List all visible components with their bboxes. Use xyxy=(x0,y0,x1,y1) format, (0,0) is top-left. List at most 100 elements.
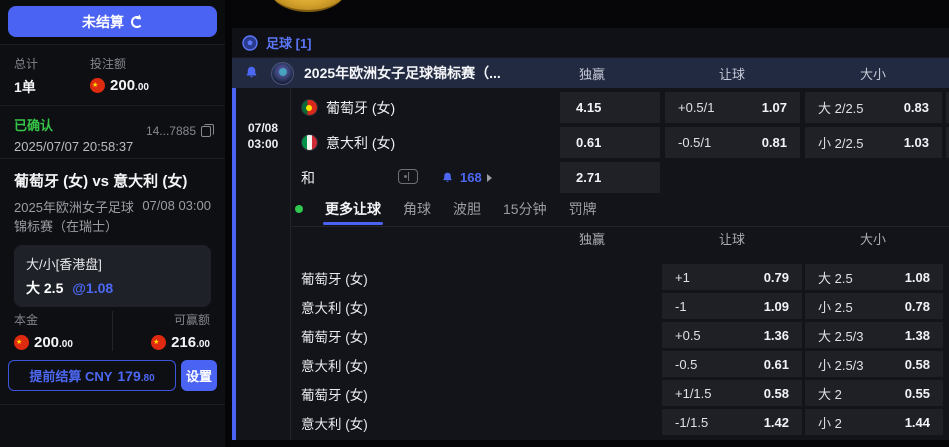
sub-table-header: 独赢 让球 大小 xyxy=(291,229,949,253)
odds-cell-overunder[interactable]: 大 2.5 1.08 xyxy=(805,264,943,290)
odds-value: 0.61 xyxy=(576,135,602,150)
total-label: 总计 xyxy=(14,57,39,71)
tab-more-handicaps[interactable]: 更多让球 xyxy=(323,192,383,227)
winnable-label: 可赢额 xyxy=(173,313,210,327)
sub-table-row: 意大利 (女) -0.5 0.61 小 2.5/3 0.58 xyxy=(291,350,949,379)
bell-icon[interactable] xyxy=(244,65,259,81)
team-name: 葡萄牙 (女) xyxy=(301,387,368,403)
more-markets-toggle[interactable]: 168 xyxy=(441,160,496,195)
stake-label: 投注额 xyxy=(90,57,127,71)
cashout-value: 179.80 xyxy=(117,367,155,384)
column-header-overunder: 大小 xyxy=(859,232,887,247)
divider xyxy=(290,88,291,440)
cny-flag-icon xyxy=(90,78,106,93)
match-stats-icon[interactable] xyxy=(398,169,418,184)
stake-value: 200.00 xyxy=(110,77,149,94)
handicap-line: -0.5/1 xyxy=(678,135,712,150)
column-header-overunder: 大小 xyxy=(859,66,887,82)
odds-cell-handicap[interactable]: -1 1.09 xyxy=(662,293,802,319)
team-name: 意大利 (女) xyxy=(326,134,396,151)
unsettled-tab-button[interactable]: 未结算 xyxy=(8,6,217,37)
odds-cell-handicap[interactable]: +1/1.5 0.58 xyxy=(662,380,802,406)
bet-status-section: 已确认 2025/07/07 20:58:37 14...7885 xyxy=(0,105,225,158)
tab-correct-score[interactable]: 波胆 xyxy=(453,201,481,217)
total-value: 1单 xyxy=(14,79,36,95)
confirmed-badge: 已确认 xyxy=(14,118,54,133)
match-datetime: 07/08 03:00 xyxy=(142,198,211,213)
principal-value: 200.00 xyxy=(34,334,73,351)
league-logo xyxy=(271,61,294,85)
odds-cell-handicap[interactable]: -0.5 0.61 xyxy=(662,351,802,377)
odds-value: 2.71 xyxy=(576,170,602,185)
odds-value: 1.38 xyxy=(904,327,930,343)
sub-table-row: 葡萄牙 (女) +1/1.5 0.58 大 2 0.55 xyxy=(291,379,949,408)
odds-value: 0.58 xyxy=(763,385,789,401)
odds-cell-handicap[interactable]: +1 0.79 xyxy=(662,264,802,290)
coin-icon xyxy=(270,0,346,12)
league-header[interactable]: 2025年欧洲女子足球锦标赛（... 独赢 让球 大小 xyxy=(232,58,949,88)
bet-id: 14...7885 xyxy=(145,124,196,138)
event-row-home: 葡萄牙 (女) 4.15 +0.5/1 1.07 大 2/2.5 0.83 xyxy=(291,90,949,125)
odds-value: 1.42 xyxy=(763,414,789,430)
event-time: 03:00 xyxy=(247,137,279,151)
bet-timestamp: 2025/07/07 20:58:37 xyxy=(14,139,134,154)
odds-cell-handicap[interactable]: -1/1.5 1.42 xyxy=(662,409,802,435)
handicap-line: -1/1.5 xyxy=(675,414,709,430)
handicap-line: +0.5/1 xyxy=(678,100,715,115)
odds-value: 4.15 xyxy=(576,100,602,115)
odds-cell-overunder[interactable]: 小 2/2.5 1.03 xyxy=(805,127,942,158)
odds-cell-overunder[interactable]: 大 2.5/3 1.38 xyxy=(805,322,943,348)
italy-flag-icon xyxy=(301,134,318,151)
portugal-flag-icon xyxy=(301,99,318,116)
cashout-label: 提前结算 CNY xyxy=(29,369,113,384)
copy-icon[interactable] xyxy=(201,123,214,137)
odds-cell-handicap[interactable]: +0.5/1 1.07 xyxy=(665,92,800,123)
sport-row[interactable]: 足球 [1] xyxy=(232,28,949,58)
odds-cell-win[interactable]: 0.61 xyxy=(560,127,660,158)
odds-value: 0.78 xyxy=(904,298,930,314)
odds-cell-overunder[interactable]: 小 2.5/3 0.58 xyxy=(805,351,943,377)
odds-cell-overunder[interactable]: 小 2 1.44 xyxy=(805,409,943,435)
refresh-icon xyxy=(131,15,143,28)
selection-market: 大/小[香港盘] xyxy=(26,257,102,272)
handicap-line: -0.5 xyxy=(675,356,698,372)
tab-15min[interactable]: 15分钟 xyxy=(503,201,547,217)
cny-flag-icon xyxy=(14,335,29,350)
cny-flag-icon xyxy=(151,335,167,350)
odds-cell-overunder[interactable]: 大 2 0.55 xyxy=(805,380,943,406)
odds-value: 0.79 xyxy=(763,269,789,285)
overunder-line: 大 2.5/3 xyxy=(818,328,864,344)
overunder-line: 小 2.5 xyxy=(818,299,853,315)
cashout-button[interactable]: 提前结算 CNY 179.80 xyxy=(8,360,176,391)
event-content: 07/08 03:00 葡萄牙 (女) 4.15 +0.5/1 1.07 大 xyxy=(232,88,949,440)
tab-cards[interactable]: 罚牌 xyxy=(568,201,597,217)
odds-cell-overunder[interactable]: 小 2.5 0.78 xyxy=(805,293,943,319)
odds-value: 1.08 xyxy=(904,269,930,285)
overunder-line: 小 2.5/3 xyxy=(818,357,864,373)
selection-card: 大/小[香港盘] 大 2.5 @1.08 xyxy=(14,245,211,307)
caret-right-icon xyxy=(486,173,496,182)
team-name: 意大利 (女) xyxy=(301,358,368,374)
event-date: 07/08 xyxy=(247,121,279,135)
market-panel: 足球 [1] 2025年欧洲女子足球锦标赛（... 独赢 让球 大小 07/08… xyxy=(232,0,949,447)
odds-value: 1.07 xyxy=(761,100,787,115)
event-date-column: 07/08 03:00 xyxy=(236,88,290,440)
overunder-line: 大 2/2.5 xyxy=(818,101,864,116)
sub-table-row: 葡萄牙 (女) +0.5 1.36 大 2.5/3 1.38 xyxy=(291,321,949,350)
odds-value: 1.09 xyxy=(763,298,789,314)
team-name: 葡萄牙 (女) xyxy=(326,99,396,116)
settings-button[interactable]: 设置 xyxy=(181,360,217,391)
odds-cell-win[interactable]: 2.71 xyxy=(560,162,660,193)
overunder-line: 小 2 xyxy=(818,415,842,431)
league-name: 2025年欧洲女子足球锦标赛（在瑞士） xyxy=(14,200,134,234)
odds-cell-handicap[interactable]: +0.5 1.36 xyxy=(662,322,802,348)
bet-slip-sidebar: 未结算 总计 1单 投注额 200.00 已确认 2025/07/07 20:5… xyxy=(0,0,225,447)
column-header-handicap: 让球 xyxy=(718,66,746,82)
team-name: 葡萄牙 (女) xyxy=(301,271,368,287)
odds-cell-handicap[interactable]: -0.5/1 0.81 xyxy=(665,127,800,158)
odds-cell-win[interactable]: 4.15 xyxy=(560,92,660,123)
tab-corners[interactable]: 角球 xyxy=(403,201,431,217)
odds-cell-overunder[interactable]: 大 2/2.5 0.83 xyxy=(805,92,942,123)
principal-winnable-row: 本金 200.00 可赢额 216.00 xyxy=(14,311,211,351)
